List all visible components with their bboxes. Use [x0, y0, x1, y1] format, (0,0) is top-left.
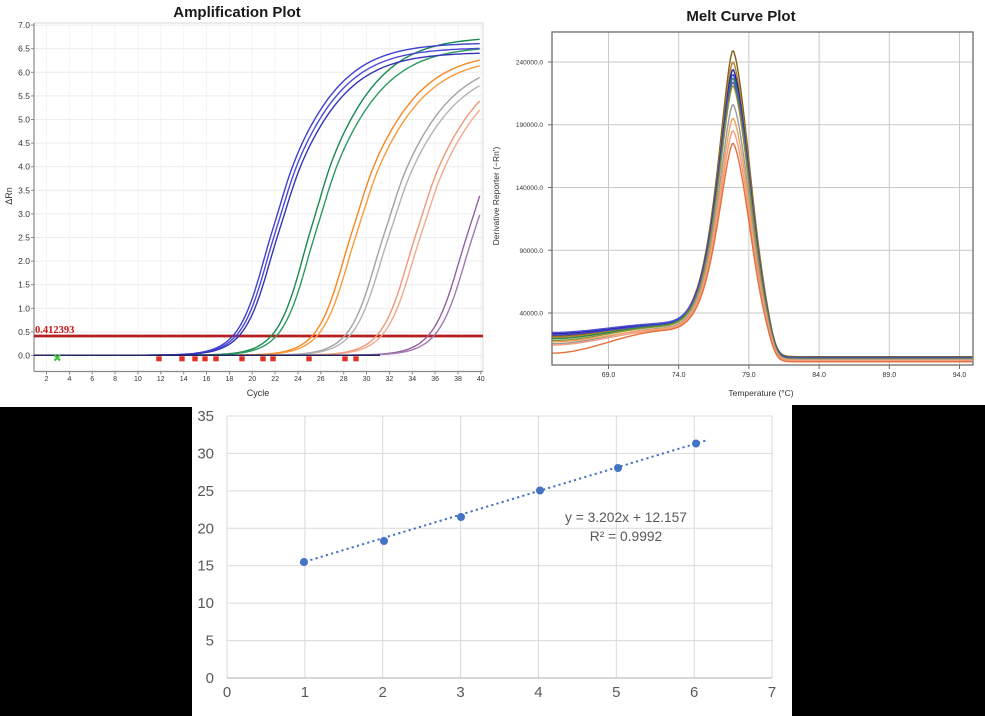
svg-text:R² = 0.9992: R² = 0.9992 — [590, 529, 662, 544]
svg-text:6: 6 — [690, 684, 698, 701]
svg-text:8: 8 — [113, 376, 117, 383]
svg-text:2: 2 — [45, 376, 49, 383]
svg-text:10: 10 — [134, 376, 142, 383]
svg-text:5.0: 5.0 — [18, 115, 30, 125]
svg-text:15: 15 — [197, 558, 214, 575]
svg-text:38: 38 — [454, 376, 462, 383]
svg-text:22: 22 — [271, 376, 279, 383]
svg-text:0.412393: 0.412393 — [35, 325, 74, 336]
svg-text:7: 7 — [768, 684, 776, 701]
svg-text:4.5: 4.5 — [18, 138, 30, 148]
svg-text:5: 5 — [206, 633, 214, 650]
svg-text:y = 3.202x + 12.157: y = 3.202x + 12.157 — [565, 510, 687, 525]
svg-text:84.0: 84.0 — [812, 372, 826, 379]
svg-text:20: 20 — [197, 520, 214, 537]
svg-text:0: 0 — [223, 684, 231, 701]
svg-text:5: 5 — [612, 684, 620, 701]
svg-text:34: 34 — [408, 376, 416, 383]
svg-text:16: 16 — [203, 376, 211, 383]
svg-text:6.5: 6.5 — [18, 44, 30, 54]
svg-text:79.0: 79.0 — [742, 372, 756, 379]
svg-text:ΔRn: ΔRn — [4, 187, 14, 205]
svg-text:Cycle: Cycle — [247, 388, 270, 398]
svg-text:14: 14 — [180, 376, 188, 383]
svg-text:20: 20 — [248, 376, 256, 383]
svg-text:1: 1 — [301, 684, 309, 701]
svg-text:18: 18 — [226, 376, 234, 383]
svg-text:89.0: 89.0 — [882, 372, 896, 379]
svg-text:Derivative Reporter (−Rn'): Derivative Reporter (−Rn') — [491, 146, 501, 245]
svg-text:1.5: 1.5 — [18, 280, 30, 290]
svg-text:190000.0: 190000.0 — [516, 122, 543, 129]
svg-text:3: 3 — [456, 684, 464, 701]
svg-text:24: 24 — [294, 376, 302, 383]
svg-text:40000.0: 40000.0 — [520, 311, 544, 318]
svg-text:0.5: 0.5 — [18, 327, 30, 337]
svg-text:140000.0: 140000.0 — [516, 185, 543, 192]
svg-text:4.0: 4.0 — [18, 162, 30, 172]
svg-text:69.0: 69.0 — [602, 372, 616, 379]
svg-text:94.0: 94.0 — [953, 372, 967, 379]
svg-text:2.5: 2.5 — [18, 233, 30, 243]
svg-text:Temperature (°C): Temperature (°C) — [728, 388, 793, 398]
svg-text:25: 25 — [197, 483, 214, 500]
svg-text:6: 6 — [90, 376, 94, 383]
svg-text:Amplification Plot: Amplification Plot — [173, 4, 301, 21]
svg-text:6.0: 6.0 — [18, 67, 30, 77]
svg-text:10: 10 — [197, 595, 214, 612]
svg-text:90000.0: 90000.0 — [520, 248, 544, 255]
svg-text:26: 26 — [317, 376, 325, 383]
svg-text:3.0: 3.0 — [18, 209, 30, 219]
svg-text:4: 4 — [67, 376, 71, 383]
svg-text:30: 30 — [197, 445, 214, 462]
svg-text:36: 36 — [431, 376, 439, 383]
svg-text:32: 32 — [386, 376, 394, 383]
svg-text:2: 2 — [379, 684, 387, 701]
svg-text:7.0: 7.0 — [18, 20, 30, 30]
svg-text:1.0: 1.0 — [18, 303, 30, 313]
svg-text:Melt Curve Plot: Melt Curve Plot — [686, 8, 795, 25]
svg-text:5.5: 5.5 — [18, 91, 30, 101]
svg-text:0.0: 0.0 — [18, 351, 30, 361]
svg-text:4: 4 — [534, 684, 542, 701]
svg-text:0: 0 — [206, 670, 214, 687]
svg-text:74.0: 74.0 — [672, 372, 686, 379]
svg-text:3.5: 3.5 — [18, 185, 30, 195]
svg-text:12: 12 — [157, 376, 165, 383]
svg-text:35: 35 — [197, 408, 214, 425]
svg-text:30: 30 — [363, 376, 371, 383]
svg-text:240000.0: 240000.0 — [516, 60, 543, 67]
svg-text:28: 28 — [340, 376, 348, 383]
svg-text:2.0: 2.0 — [18, 256, 30, 266]
svg-text:40: 40 — [477, 376, 485, 383]
